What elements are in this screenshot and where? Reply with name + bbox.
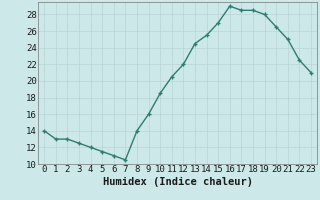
X-axis label: Humidex (Indice chaleur): Humidex (Indice chaleur) <box>103 177 252 187</box>
